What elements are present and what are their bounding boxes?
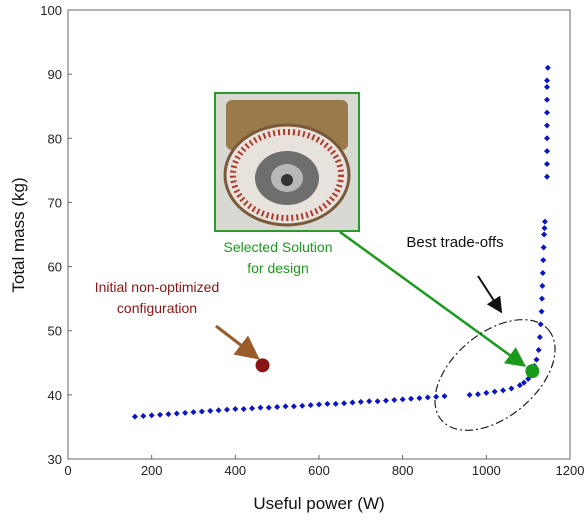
data-point xyxy=(543,173,550,180)
data-point xyxy=(539,269,546,276)
data-point xyxy=(541,231,548,238)
data-point xyxy=(282,403,289,410)
data-point xyxy=(433,393,440,400)
data-point xyxy=(533,356,540,363)
y-tick-label: 50 xyxy=(48,324,62,339)
data-point xyxy=(535,346,542,353)
data-point xyxy=(540,257,547,264)
data-point xyxy=(341,400,348,407)
data-point xyxy=(257,404,264,411)
data-point xyxy=(541,218,548,225)
data-point xyxy=(391,396,398,403)
annotation-text: configuration xyxy=(117,300,197,316)
data-point xyxy=(543,160,550,167)
data-point xyxy=(539,282,546,289)
data-point xyxy=(265,404,272,411)
data-point xyxy=(374,398,381,405)
data-point xyxy=(543,109,550,116)
x-tick-label: 1000 xyxy=(472,463,501,478)
data-point xyxy=(543,148,550,155)
y-tick-label: 100 xyxy=(40,3,62,18)
data-point xyxy=(516,382,523,389)
data-point xyxy=(466,391,473,398)
data-point xyxy=(474,391,481,398)
data-point xyxy=(382,397,389,404)
data-point xyxy=(131,413,138,420)
x-tick-label: 200 xyxy=(141,463,163,478)
data-point xyxy=(543,77,550,84)
data-point xyxy=(307,402,314,409)
data-point xyxy=(543,83,550,90)
data-point xyxy=(249,405,256,412)
data-point xyxy=(173,410,180,417)
data-point xyxy=(274,404,281,411)
data-point xyxy=(332,400,339,407)
x-tick-label: 1200 xyxy=(556,463,584,478)
data-point xyxy=(357,398,364,405)
x-axis-title: Useful power (W) xyxy=(253,494,384,513)
data-point xyxy=(441,393,448,400)
data-point xyxy=(198,408,205,415)
data-point xyxy=(538,308,545,315)
data-point xyxy=(157,411,164,418)
data-point xyxy=(324,400,331,407)
data-point xyxy=(537,321,544,328)
y-tick-label: 80 xyxy=(48,131,62,146)
data-point xyxy=(538,295,545,302)
annotation-text: Best trade-offs xyxy=(406,234,503,251)
annotation-text: Selected Solution xyxy=(224,239,333,255)
data-point xyxy=(349,399,356,406)
data-point xyxy=(215,407,222,414)
data-point xyxy=(223,406,230,413)
highlight-ellipse xyxy=(434,319,556,431)
data-point xyxy=(541,225,548,232)
data-point xyxy=(544,64,551,71)
y-tick-label: 90 xyxy=(48,67,62,82)
data-point xyxy=(240,405,247,412)
y-tick-label: 40 xyxy=(48,388,62,403)
x-tick-label: 400 xyxy=(224,463,246,478)
arrow xyxy=(215,324,260,360)
data-point xyxy=(536,334,543,341)
annotation-text: for design xyxy=(247,260,308,276)
data-point xyxy=(543,135,550,142)
data-point xyxy=(508,385,515,392)
data-point xyxy=(165,411,172,418)
data-point xyxy=(520,379,527,386)
data-point xyxy=(182,409,189,416)
data-point xyxy=(543,96,550,103)
data-point xyxy=(190,409,197,416)
data-point xyxy=(483,389,490,396)
data-point xyxy=(408,395,415,402)
photo-inset xyxy=(214,92,360,232)
data-point xyxy=(543,122,550,129)
data-point xyxy=(416,395,423,402)
data-point xyxy=(316,401,322,408)
data-point xyxy=(500,387,507,394)
y-axis-title: Total mass (kg) xyxy=(9,177,28,292)
y-tick-label: 60 xyxy=(48,260,62,275)
y-tick-label: 70 xyxy=(48,195,62,210)
x-tick-label: 0 xyxy=(64,463,71,478)
data-point xyxy=(232,405,239,412)
x-tick-label: 800 xyxy=(392,463,414,478)
data-point xyxy=(299,402,306,409)
y-tick-label: 30 xyxy=(48,452,62,467)
annotation-text: Initial non-optimized xyxy=(95,279,220,295)
highlight-point xyxy=(255,358,270,373)
arrow xyxy=(339,230,527,367)
data-point xyxy=(540,244,547,251)
data-point xyxy=(366,398,373,405)
arrow xyxy=(477,275,503,314)
data-point xyxy=(491,388,498,395)
data-point xyxy=(207,407,214,414)
data-point xyxy=(424,394,431,401)
data-point xyxy=(399,396,406,403)
x-tick-label: 600 xyxy=(308,463,330,478)
data-point xyxy=(140,413,147,420)
data-point xyxy=(148,412,155,419)
data-point xyxy=(290,403,297,410)
highlight-point xyxy=(525,364,540,379)
